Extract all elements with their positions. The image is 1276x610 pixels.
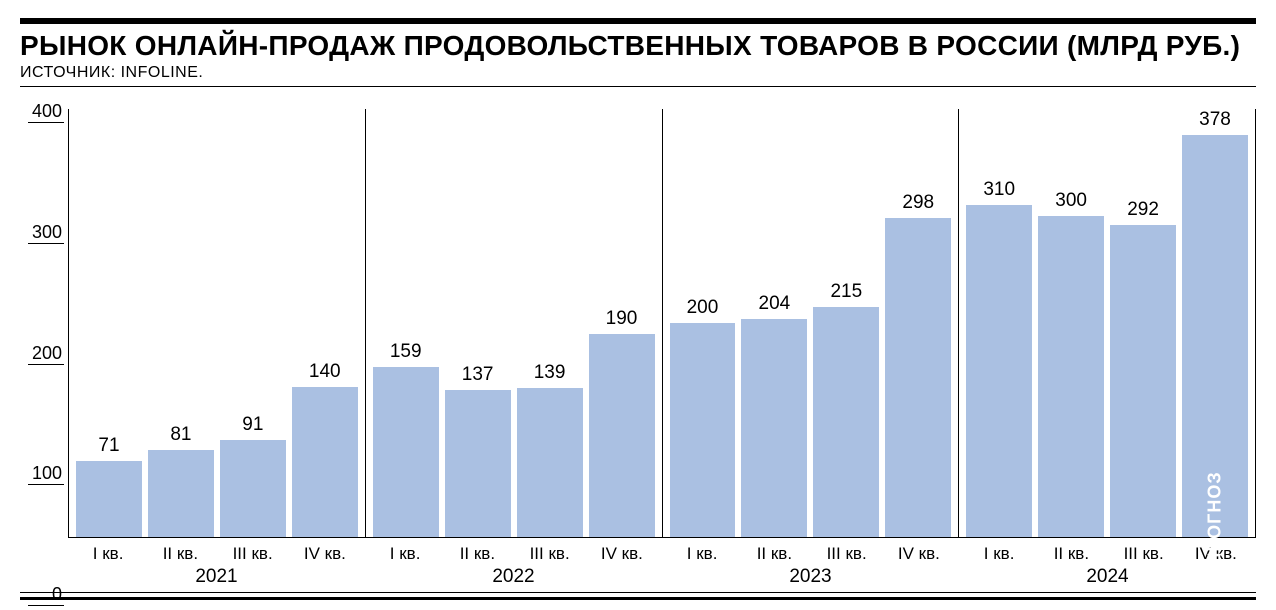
year-group: 159 137 139 190	[365, 109, 662, 537]
chart-area: 0100200300400 71819114015913713919020020…	[20, 87, 1256, 592]
bar-value-label: 300	[1055, 190, 1087, 212]
bar-cell: 292	[1107, 109, 1179, 537]
quarter-label: IV кв.	[289, 544, 361, 564]
bar-cell: 140	[289, 109, 361, 537]
year-label: 2023	[662, 566, 959, 592]
bar	[670, 323, 736, 537]
bar-value-label: 71	[98, 435, 119, 457]
year-group: 310 300 292 378 ПРОГНОЗ	[958, 109, 1256, 537]
bar-value-label: 298	[902, 192, 934, 214]
rule-bottom	[20, 597, 1256, 600]
year-label: 2022	[365, 566, 662, 592]
bar-value-label: 91	[242, 414, 263, 436]
quarter-label: I кв.	[666, 544, 738, 564]
bar	[517, 388, 583, 537]
bar-cell: 204	[738, 109, 810, 537]
year-label: 2024	[959, 566, 1256, 592]
bar-cell: 300	[1035, 109, 1107, 537]
bar-value-label: 190	[606, 308, 638, 330]
bar-cell: 190	[586, 109, 658, 537]
chart-title: РЫНОК ОНЛАЙН-ПРОДАЖ ПРОДОВОЛЬСТВЕННЫХ ТО…	[20, 30, 1256, 62]
bar-value-label: 159	[390, 341, 422, 363]
bar	[445, 390, 511, 537]
bar-cell: 378 ПРОГНОЗ	[1179, 109, 1251, 537]
bar-cell: 81	[145, 109, 217, 537]
quarter-label-group: I кв.II кв.III кв.IV кв.	[365, 538, 662, 566]
y-tick-label: 0	[28, 584, 64, 606]
quarter-label: IV кв.	[883, 544, 955, 564]
bar	[885, 218, 951, 537]
quarter-label: III кв.	[514, 544, 586, 564]
forecast-label: ПРОГНОЗ	[1205, 471, 1226, 565]
y-tick-label: 100	[28, 463, 64, 485]
bar-cell: 139	[514, 109, 586, 537]
bar-value-label: 137	[462, 364, 494, 386]
quarter-label: III кв.	[1108, 544, 1180, 564]
year-group: 71 81 91 140	[68, 109, 365, 537]
quarter-label: I кв.	[963, 544, 1035, 564]
quarter-label: II кв.	[144, 544, 216, 564]
title-block: РЫНОК ОНЛАЙН-ПРОДАЖ ПРОДОВОЛЬСТВЕННЫХ ТО…	[20, 24, 1256, 86]
year-group: 200 204 215 298	[662, 109, 959, 537]
quarter-label: IV кв.	[586, 544, 658, 564]
bar	[1110, 225, 1176, 537]
bar	[373, 367, 439, 537]
plot-area: 71 81 91 140 159 137 139 190 200 204 215 298 310 300 2…	[68, 109, 1256, 592]
bar-cell: 298	[882, 109, 954, 537]
quarter-label: II кв.	[441, 544, 513, 564]
bar-value-label: 81	[170, 424, 191, 446]
quarter-label-group: I кв.II кв.III кв.IV кв.	[68, 538, 365, 566]
bar-value-label: 200	[687, 297, 719, 319]
bar-cell: 215	[810, 109, 882, 537]
bar	[589, 334, 655, 537]
bar	[220, 440, 286, 537]
quarter-label: III кв.	[811, 544, 883, 564]
quarter-label: III кв.	[217, 544, 289, 564]
bar-value-label: 139	[534, 362, 566, 384]
bars-row: 71 81 91 140 159 137 139 190 200 204 215 298 310 300 2…	[68, 109, 1256, 537]
year-label: 2021	[68, 566, 365, 592]
bar	[292, 387, 358, 537]
bar-value-label: 292	[1127, 199, 1159, 221]
bar-cell: 71	[73, 109, 145, 537]
bar	[966, 205, 1032, 537]
bar	[76, 461, 142, 537]
bar-value-label: 140	[309, 361, 341, 383]
y-axis: 0100200300400	[20, 109, 68, 592]
chart-frame: РЫНОК ОНЛАЙН-ПРОДАЖ ПРОДОВОЛЬСТВЕННЫХ ТО…	[20, 18, 1256, 600]
quarter-labels-row: I кв.II кв.III кв.IV кв.I кв.II кв.III к…	[68, 538, 1256, 566]
bar-cell: 91	[217, 109, 289, 537]
quarter-label: I кв.	[369, 544, 441, 564]
bar-cell: 159	[370, 109, 442, 537]
bar	[148, 450, 214, 537]
bar	[741, 319, 807, 537]
quarter-label: I кв.	[72, 544, 144, 564]
bar-cell: 200	[667, 109, 739, 537]
bar-value-label: 215	[830, 281, 862, 303]
y-tick-label: 400	[28, 101, 64, 123]
y-tick-label: 200	[28, 343, 64, 365]
year-labels-row: 2021202220232024	[68, 566, 1256, 592]
rule-above-bottom	[20, 592, 1256, 593]
bar: ПРОГНОЗ	[1182, 135, 1248, 537]
bar	[813, 307, 879, 537]
chart-source: ИСТОЧНИК: INFOLINE.	[20, 64, 1256, 82]
y-tick-label: 300	[28, 222, 64, 244]
bar-value-label: 378	[1199, 109, 1231, 131]
quarter-label: II кв.	[738, 544, 810, 564]
quarter-label-group: I кв.II кв.III кв.IV кв.	[662, 538, 959, 566]
bar-cell: 310	[963, 109, 1035, 537]
bar-cell: 137	[442, 109, 514, 537]
bar-value-label: 204	[759, 293, 791, 315]
bar-value-label: 310	[983, 179, 1015, 201]
quarter-label: II кв.	[1035, 544, 1107, 564]
bar	[1038, 216, 1104, 537]
